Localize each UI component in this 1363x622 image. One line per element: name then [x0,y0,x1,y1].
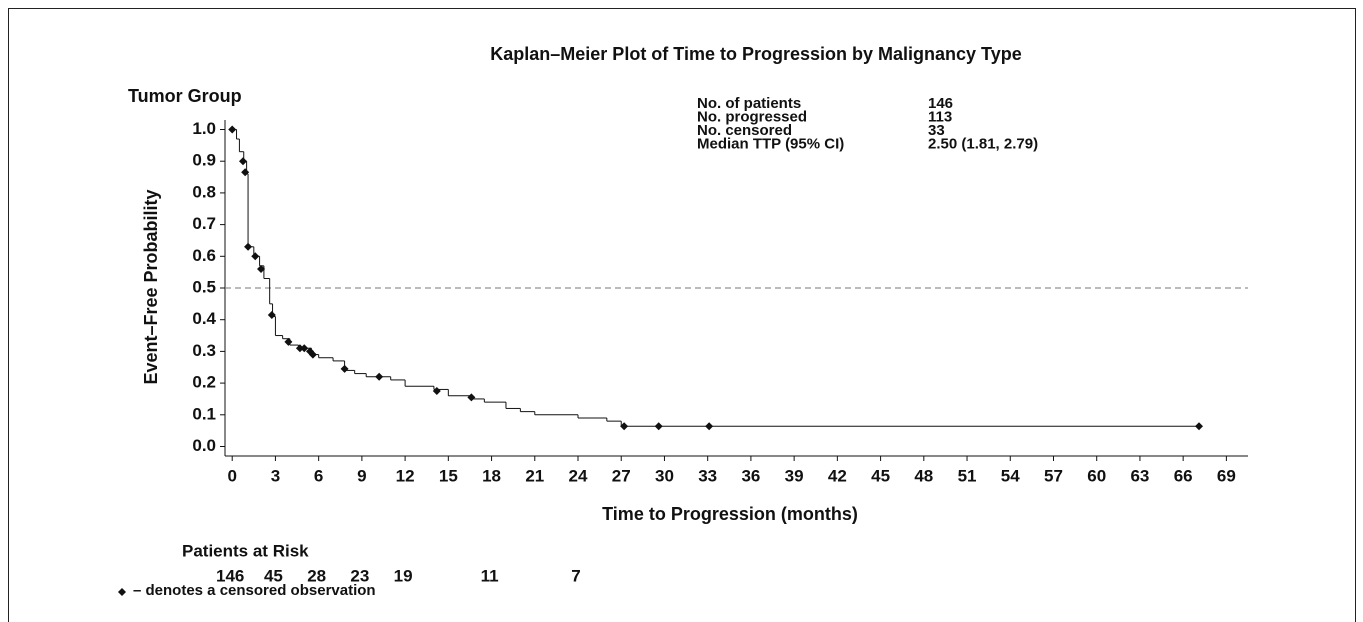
x-tick-label: 42 [828,466,847,485]
y-tick-label: 0.5 [192,277,216,296]
group-label: Tumor Group [128,86,242,106]
x-tick-label: 51 [958,466,977,485]
stat-label: Median TTP (95% CI) [697,135,844,152]
censor-mark [308,350,317,359]
censor-mark [300,344,309,353]
stat-label: No. censored [697,122,792,139]
x-tick-label: 30 [655,466,674,485]
stat-value: 113 [928,108,952,125]
x-tick-label: 66 [1174,466,1193,485]
x-tick-label: 33 [698,466,717,485]
censor-mark [705,422,714,431]
censor-mark [432,387,441,396]
censor-legend-symbol [118,588,126,596]
frame [8,8,1356,622]
x-tick-label: 27 [612,466,631,485]
x-tick-label: 6 [314,466,323,485]
risk-count: 45 [264,566,283,585]
censor-mark [251,252,260,261]
x-tick-label: 3 [271,466,280,485]
censor-mark [284,337,293,346]
x-tick-label: 9 [357,466,366,485]
x-tick-label: 48 [914,466,933,485]
stat-value: 33 [928,122,945,139]
x-tick-label: 54 [1001,466,1020,485]
y-tick-label: 0.7 [192,214,216,233]
stat-value: 146 [928,95,953,112]
x-tick-label: 15 [439,466,458,485]
y-tick-label: 0.9 [192,151,216,170]
x-tick-label: 63 [1130,466,1149,485]
censor-mark [241,168,250,177]
x-tick-label: 39 [785,466,804,485]
y-tick-label: 0.0 [192,436,216,455]
censor-mark [620,422,629,431]
x-tick-label: 69 [1217,466,1236,485]
x-tick-label: 36 [741,466,760,485]
y-tick-label: 0.6 [192,246,216,265]
x-tick-label: 18 [482,466,501,485]
y-tick-label: 1.0 [192,119,216,138]
risk-count: 7 [571,566,580,585]
chart-title: Kaplan–Meier Plot of Time to Progression… [490,44,1021,64]
risk-count: 146 [216,566,244,585]
footnote: – denotes a censored observation [133,582,376,599]
y-tick-label: 0.1 [192,404,216,423]
stat-label: No. of patients [697,95,801,112]
censor-mark [375,372,384,381]
stat-value: 2.50 (1.81, 2.79) [928,135,1038,152]
x-tick-label: 57 [1044,466,1063,485]
y-tick-label: 0.8 [192,182,216,201]
x-tick-label: 0 [227,466,236,485]
risk-count: 11 [481,566,499,585]
risk-count: 23 [350,566,369,585]
censor-mark [267,310,276,319]
x-axis-label: Time to Progression (months) [602,504,858,524]
censor-mark [257,264,266,273]
y-tick-label: 0.3 [192,341,216,360]
censor-mark [654,422,663,431]
censor-mark [239,157,248,166]
x-tick-label: 21 [525,466,544,485]
censor-mark [1195,422,1204,431]
x-tick-label: 45 [871,466,890,485]
x-tick-label: 12 [396,466,415,485]
censor-mark [295,344,304,353]
x-tick-label: 24 [569,466,588,485]
censor-mark [467,393,476,402]
x-tick-label: 60 [1087,466,1106,485]
y-tick-label: 0.2 [192,373,216,392]
risk-count: 19 [394,566,413,585]
y-tick-label: 0.4 [192,309,216,328]
risk-label: Patients at Risk [182,541,309,560]
censor-mark [244,242,253,251]
y-axis-label: Event–Free Probability [141,189,161,384]
stat-label: No. progressed [697,108,807,125]
censor-mark [228,125,237,134]
risk-count: 28 [307,566,326,585]
censor-mark [340,364,349,373]
